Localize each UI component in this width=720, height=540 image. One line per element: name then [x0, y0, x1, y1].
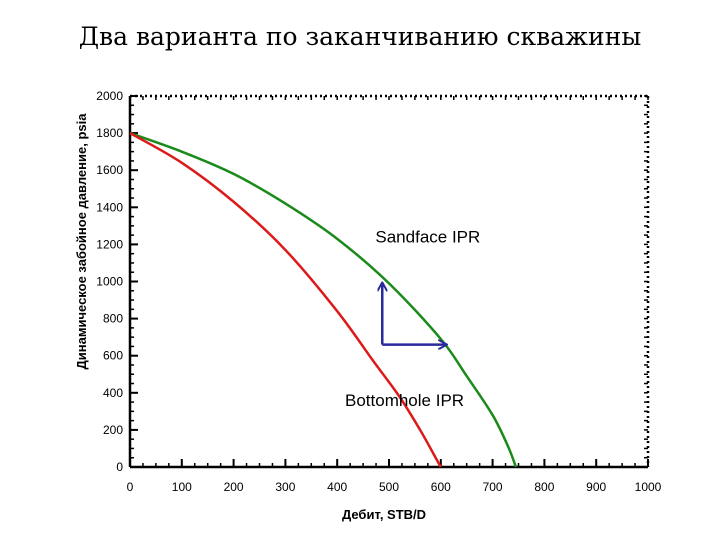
chart-title: Два варианта по заканчиванию скважины	[78, 22, 642, 51]
y-tick-label: 0	[116, 460, 123, 474]
series-line-bottomhole-ipr	[129, 132, 442, 468]
x-tick-label: 200	[224, 480, 244, 494]
x-tick-label: 700	[483, 480, 503, 494]
y-tick-label: 1000	[96, 275, 123, 289]
y-tick-label: 1200	[96, 237, 123, 251]
x-tick-label: 900	[586, 480, 606, 494]
annotation-label: Bottomhole IPR	[345, 391, 464, 410]
y-axis-label: Динамическое забойное давление, psia	[74, 113, 89, 370]
y-tick-label: 200	[103, 423, 123, 437]
x-tick-label: 400	[327, 480, 347, 494]
x-tick-label: 100	[172, 480, 192, 494]
series-line-sandface-ipr	[129, 131, 518, 468]
y-tick-label: 600	[103, 349, 123, 363]
y-tick-label: 2000	[96, 89, 123, 103]
x-tick-label: 600	[431, 480, 451, 494]
y-tick-label: 800	[103, 312, 123, 326]
y-tick-label: 400	[103, 386, 123, 400]
x-tick-label: 1000	[635, 480, 662, 494]
x-tick-label: 0	[127, 480, 134, 494]
y-tick-label: 1600	[96, 163, 123, 177]
y-tick-label: 1800	[96, 126, 123, 140]
annotation-label: Sandface IPR	[375, 228, 480, 247]
x-tick-label: 500	[379, 480, 399, 494]
y-tick-label: 1400	[96, 200, 123, 214]
x-tick-label: 300	[275, 480, 295, 494]
x-tick-label: 800	[534, 480, 554, 494]
x-axis-label: Дебит, STB/D	[342, 507, 426, 522]
